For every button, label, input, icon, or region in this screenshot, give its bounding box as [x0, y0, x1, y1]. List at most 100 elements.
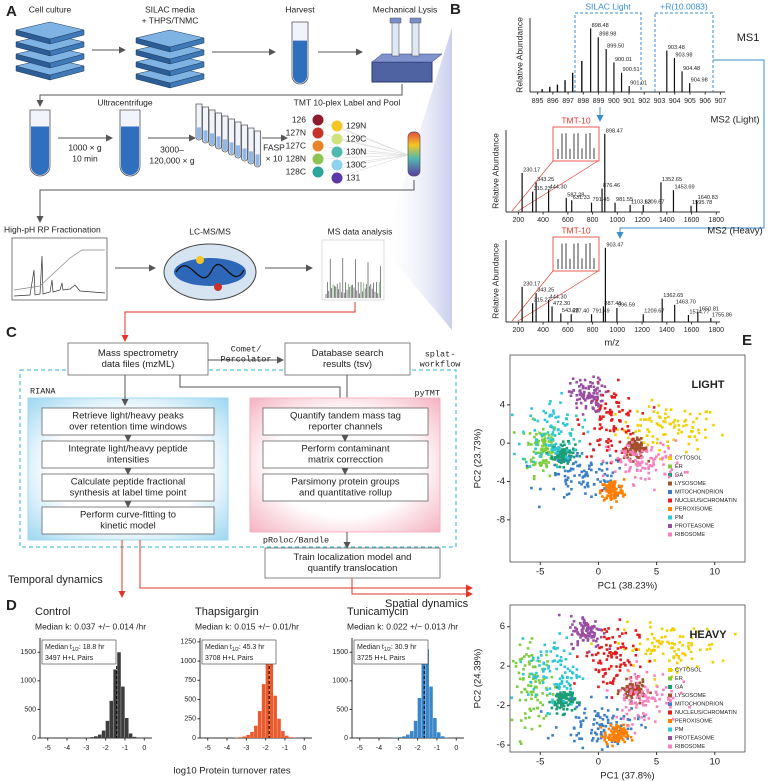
- peak-label: 1103.63: [631, 199, 651, 205]
- point: [613, 641, 617, 644]
- workflow-label: workflow: [420, 359, 462, 369]
- point: [609, 491, 613, 494]
- point: [535, 432, 538, 436]
- point: [644, 478, 647, 481]
- point: [563, 451, 566, 455]
- point: [561, 448, 564, 451]
- point: [616, 428, 619, 431]
- peak-label: 631.33: [573, 195, 590, 201]
- y-tick-label: 250: [184, 716, 196, 723]
- point: [586, 637, 590, 641]
- x-tick-label: 1400: [659, 327, 675, 334]
- point: [669, 629, 673, 632]
- x-tick-label: 1400: [659, 217, 675, 224]
- point: [626, 456, 629, 459]
- point: [615, 656, 618, 659]
- point: [594, 493, 598, 496]
- point: [602, 675, 605, 678]
- point: [551, 734, 554, 737]
- point: [573, 626, 577, 629]
- point: [619, 717, 623, 721]
- stat-box: [353, 639, 429, 665]
- point: [602, 728, 606, 732]
- hist-bar: [132, 736, 137, 738]
- connector: [616, 59, 765, 239]
- point: [575, 393, 579, 397]
- tube-liquid: [210, 133, 214, 145]
- point: [596, 478, 600, 481]
- point: [640, 716, 643, 719]
- point: [631, 446, 635, 450]
- point: [630, 702, 634, 705]
- point: [523, 712, 527, 715]
- point: [639, 456, 643, 460]
- point: [568, 432, 572, 435]
- point: [584, 404, 588, 408]
- point: [518, 740, 522, 743]
- point: [521, 678, 525, 681]
- point: [592, 624, 596, 628]
- point: [653, 678, 657, 681]
- x-tick-label: 906: [699, 98, 711, 105]
- inset-box: [552, 236, 600, 272]
- point: [582, 638, 585, 642]
- point: [559, 401, 562, 404]
- point: [591, 406, 595, 409]
- point: [536, 419, 540, 423]
- point: [601, 459, 605, 463]
- point: [568, 702, 572, 706]
- point: [556, 660, 560, 664]
- point: [705, 410, 709, 413]
- point: [546, 660, 549, 663]
- peak-label: 1453.69: [674, 185, 694, 191]
- point: [553, 659, 557, 662]
- point: [573, 448, 577, 452]
- y-tick-label: 500: [184, 696, 196, 703]
- y-tick-label: 1000: [180, 658, 196, 665]
- point: [544, 447, 548, 450]
- point: [549, 443, 552, 447]
- peak-label: 904.48: [683, 66, 700, 72]
- point: [564, 452, 568, 456]
- point: [564, 459, 567, 462]
- point: [570, 696, 573, 700]
- peak-label: 876.46: [603, 183, 620, 189]
- point: [680, 430, 684, 434]
- connector: [179, 375, 344, 406]
- point: [610, 681, 614, 684]
- point: [606, 445, 610, 448]
- point: [634, 690, 637, 694]
- point: [512, 431, 516, 434]
- point: [631, 649, 634, 653]
- point: [545, 443, 548, 446]
- point: [628, 685, 632, 689]
- point: [565, 423, 569, 426]
- point: [533, 665, 536, 669]
- point: [692, 627, 696, 630]
- peak-label: 543.28: [562, 308, 579, 314]
- point: [708, 411, 712, 414]
- point: [568, 652, 572, 656]
- point: [575, 398, 579, 402]
- point: [560, 705, 563, 709]
- point: [603, 472, 607, 476]
- point: [567, 390, 571, 393]
- point: [571, 665, 575, 669]
- point: [521, 457, 525, 461]
- point: [601, 483, 605, 487]
- point: [610, 460, 614, 464]
- point: [618, 733, 622, 736]
- point: [494, 681, 497, 684]
- point: [569, 467, 573, 471]
- median-t-part: 1/2: [232, 647, 239, 653]
- point: [563, 457, 567, 460]
- point: [576, 418, 580, 421]
- tube-liquid: [242, 148, 247, 160]
- point: [568, 699, 571, 702]
- point: [577, 703, 581, 707]
- point: [652, 410, 656, 413]
- step-label: SILAC media: [145, 4, 195, 14]
- point: [545, 451, 548, 455]
- peak-label: 898.48: [592, 23, 609, 29]
- point: [523, 726, 527, 729]
